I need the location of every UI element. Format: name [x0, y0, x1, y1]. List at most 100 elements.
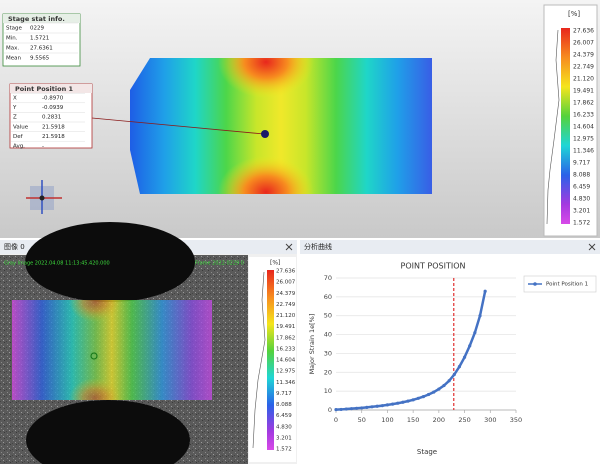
scale-label: 14.604: [573, 124, 594, 131]
data-point: [483, 289, 487, 293]
y-tick-label: 40: [324, 331, 332, 339]
legend-box: [523, 275, 597, 293]
data-point: [385, 403, 390, 407]
strain-overlay: [12, 300, 212, 400]
row-value: 9.5565: [30, 56, 50, 62]
scale-label: 12.975: [276, 369, 296, 375]
scale-label: 9.717: [276, 391, 292, 397]
scale-label: 26.007: [276, 280, 296, 286]
histogram: [546, 29, 560, 225]
data-point: [349, 407, 354, 411]
legend-label: Point Position 1: [546, 282, 588, 288]
grip: [25, 222, 195, 302]
color-bar: [561, 28, 570, 224]
data-point: [334, 408, 338, 412]
data-point: [478, 314, 482, 318]
scale-label: 1.572: [276, 447, 292, 453]
data-point: [365, 405, 369, 409]
scale-label: 8.088: [276, 402, 292, 408]
row-value: 0229: [30, 26, 44, 32]
legend-swatch: [533, 282, 537, 286]
data-point: [462, 355, 467, 359]
close-button[interactable]: [588, 243, 596, 251]
x-tick-label: 250: [458, 416, 470, 424]
row-label: Z: [13, 115, 17, 121]
scale-label: 26.007: [573, 40, 594, 47]
scale-label: 21.120: [276, 313, 296, 319]
axis-gizmo: [26, 180, 62, 214]
chart-title: POINT POSITION: [401, 262, 466, 271]
scale-label: 14.604: [276, 358, 296, 364]
x-tick-label: 100: [381, 416, 393, 424]
data-point: [406, 399, 410, 403]
panel-title: Stage stat info.: [8, 15, 65, 23]
row-value: -: [42, 144, 44, 150]
data-point: [390, 402, 395, 406]
x-axis-label: Stage: [417, 448, 437, 456]
y-tick-label: 10: [324, 387, 332, 395]
scale-label: 27.636: [276, 269, 296, 275]
row-value: 21.5918: [42, 124, 65, 130]
scale-label: 22.749: [573, 64, 594, 71]
scale-label: 1.572: [573, 220, 590, 227]
scale-unit: [%]: [568, 10, 580, 18]
data-point: [437, 387, 441, 391]
data-point: [447, 379, 451, 383]
row-value: 21.5918: [42, 134, 65, 140]
leader-line: [91, 117, 265, 135]
data-point: [416, 396, 420, 400]
scale-label: 17.862: [573, 100, 594, 107]
scale-label: 24.379: [276, 291, 296, 297]
row-label: Avg.: [13, 144, 25, 150]
data-point: [426, 392, 431, 397]
scale-label: 4.830: [276, 424, 292, 430]
data-point: [360, 406, 364, 410]
stat-panel: Stage stat info. Stage 0229 Min. 1.5721 Max.…: [2, 13, 81, 67]
data-point: [375, 404, 379, 408]
scale-label: 27.636: [573, 28, 594, 35]
data-point: [396, 401, 400, 405]
row-value: 27.6361: [30, 46, 53, 52]
row-label: Mean: [6, 56, 21, 62]
y-tick-label: 60: [324, 293, 332, 301]
scale-unit: [%]: [270, 260, 280, 267]
close-button[interactable]: [285, 243, 293, 251]
x-tick-label: 200: [433, 416, 445, 424]
data-point: [468, 344, 472, 348]
panel-title: 分析曲线: [304, 242, 332, 251]
scale-box: [543, 4, 598, 237]
scale-label: 17.862: [276, 335, 295, 341]
probe-point[interactable]: [261, 130, 269, 138]
y-tick-label: 20: [324, 368, 332, 376]
panel-title: Point Position 1: [15, 85, 73, 93]
point-panel: Point Position 1 X -0.8970 Y -0.0939 Z 0.2831…: [9, 83, 93, 150]
x-tick-label: 0: [334, 416, 338, 424]
data-point: [401, 400, 405, 404]
scale-label: 19.491: [276, 324, 295, 330]
data-point: [344, 407, 348, 411]
y-tick-label: 0: [328, 406, 332, 414]
image-info: Gray Image 2022.04.08 11:13:45.420.000: [4, 261, 110, 267]
row-label: X: [13, 96, 17, 102]
row-label: Stage: [6, 26, 23, 32]
scale-label: 11.346: [573, 148, 594, 155]
data-point: [370, 405, 374, 409]
row-value: 1.5721: [30, 36, 49, 42]
scale-label: 3.201: [573, 208, 590, 215]
probe-point[interactable]: [90, 352, 98, 360]
scale-label: 24.379: [573, 52, 594, 59]
scale-label: 6.459: [573, 184, 590, 191]
scale-label: 21.120: [573, 76, 594, 83]
scale-label: 8.088: [573, 172, 590, 179]
scale-label: 12.975: [573, 136, 594, 143]
row-label: Max.: [6, 46, 19, 52]
data-point: [452, 372, 456, 377]
x-tick-label: 50: [358, 416, 366, 424]
grip: [26, 400, 190, 468]
row-label: Y: [12, 105, 17, 111]
scale-label: 6.459: [276, 413, 292, 419]
scale-label: 22.749: [276, 302, 296, 308]
row-label: Value: [13, 124, 29, 130]
scale-label: 4.830: [573, 196, 590, 203]
data-point: [354, 406, 359, 410]
